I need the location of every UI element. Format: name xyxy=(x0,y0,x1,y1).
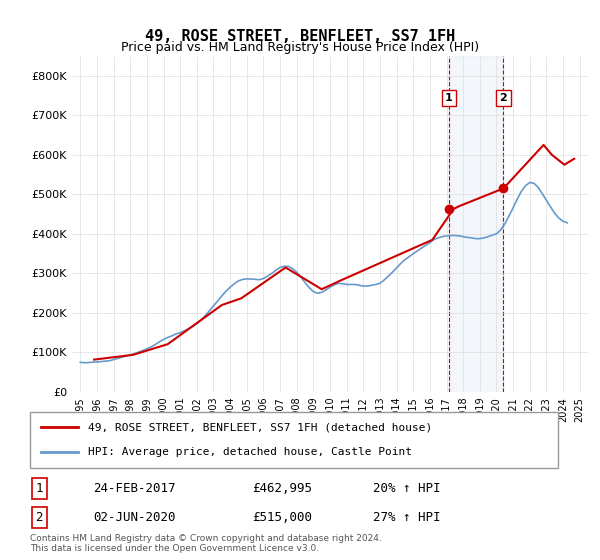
Text: 1: 1 xyxy=(445,93,453,103)
Text: 49, ROSE STREET, BENFLEET, SS7 1FH (detached house): 49, ROSE STREET, BENFLEET, SS7 1FH (deta… xyxy=(88,422,433,432)
Text: Contains HM Land Registry data © Crown copyright and database right 2024.
This d: Contains HM Land Registry data © Crown c… xyxy=(30,534,382,553)
FancyBboxPatch shape xyxy=(30,412,558,468)
Text: 2: 2 xyxy=(500,93,508,103)
Text: £462,995: £462,995 xyxy=(252,482,312,495)
Text: 2: 2 xyxy=(35,511,43,524)
Text: 1: 1 xyxy=(35,482,43,495)
Text: £515,000: £515,000 xyxy=(252,511,312,524)
Text: 49, ROSE STREET, BENFLEET, SS7 1FH: 49, ROSE STREET, BENFLEET, SS7 1FH xyxy=(145,29,455,44)
Text: HPI: Average price, detached house, Castle Point: HPI: Average price, detached house, Cast… xyxy=(88,447,412,457)
Text: 24-FEB-2017: 24-FEB-2017 xyxy=(94,482,176,495)
Text: 02-JUN-2020: 02-JUN-2020 xyxy=(94,511,176,524)
Text: 27% ↑ HPI: 27% ↑ HPI xyxy=(373,511,440,524)
Text: Price paid vs. HM Land Registry's House Price Index (HPI): Price paid vs. HM Land Registry's House … xyxy=(121,41,479,54)
Text: 20% ↑ HPI: 20% ↑ HPI xyxy=(373,482,440,495)
Bar xyxy=(449,56,503,392)
